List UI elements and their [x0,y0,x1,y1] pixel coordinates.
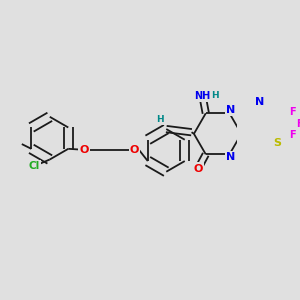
Text: F: F [296,118,300,128]
Text: H: H [156,115,164,124]
Text: N: N [226,105,236,115]
Text: F: F [290,130,296,140]
Text: N: N [226,152,236,163]
Text: N: N [255,97,264,107]
Text: NH: NH [194,91,210,101]
Text: H: H [211,91,218,100]
Text: F: F [290,107,296,118]
Text: O: O [130,146,139,155]
Text: S: S [274,138,282,148]
Text: Cl: Cl [28,161,40,171]
Text: O: O [80,146,89,155]
Text: O: O [193,164,203,174]
